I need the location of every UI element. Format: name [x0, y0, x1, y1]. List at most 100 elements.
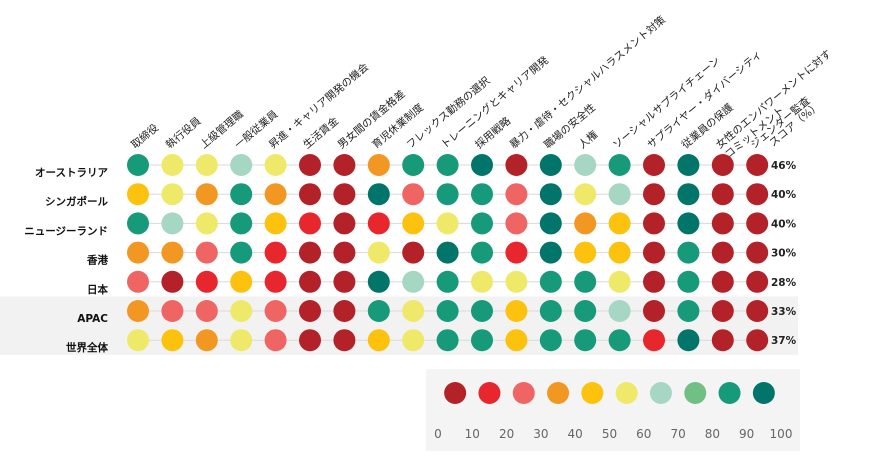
row-label: 香港 [86, 254, 108, 267]
heatmap-dot [711, 183, 734, 206]
row-label: シンガポール [45, 195, 108, 208]
heatmap-dot [711, 212, 734, 235]
heatmap-dot [436, 183, 459, 206]
heatmap-dot [539, 329, 562, 352]
legend-dot [444, 382, 467, 404]
legend-tick-label: 30 [533, 427, 548, 441]
row-label: 日本 [87, 283, 108, 296]
heatmap-dot [264, 270, 287, 293]
legend-tick-label: 60 [636, 427, 651, 441]
heatmap-dot [746, 183, 769, 206]
heatmap-dot [436, 300, 459, 322]
score-label: 28% [771, 277, 797, 289]
heatmap-dot [127, 212, 149, 235]
heatmap-dot [264, 241, 287, 264]
heatmap-dot [299, 300, 321, 322]
legend-tick-label: 100 [770, 427, 793, 441]
heatmap-dot [127, 241, 149, 264]
legend-dot [615, 382, 638, 404]
heatmap-dot [711, 154, 734, 176]
heatmap-dot [402, 183, 425, 206]
legend-tick-label: 20 [499, 427, 514, 441]
heatmap-dot [367, 270, 390, 293]
heatmap-dot [505, 212, 528, 235]
legend-tick-label: 80 [705, 427, 720, 441]
heatmap-dot [161, 212, 184, 235]
heatmap-dot [471, 212, 493, 235]
column-label: 取締役 [129, 121, 162, 152]
score-label: 40% [771, 218, 797, 230]
row-label: オーストラリア [35, 167, 108, 179]
legend-dot [718, 382, 741, 404]
heatmap-dot [333, 241, 356, 264]
heatmap-dot [195, 154, 218, 176]
score-label: 37% [771, 335, 797, 347]
heatmap-dot [574, 300, 597, 322]
heatmap-dot [608, 154, 631, 176]
heatmap-dot [230, 212, 253, 235]
heatmap-dot [677, 183, 700, 206]
heatmap-dot [643, 212, 665, 235]
legend-tick-label: 50 [602, 427, 617, 441]
heatmap-dot [299, 154, 321, 176]
score-label: 46% [771, 160, 797, 172]
heatmap-dot [367, 300, 390, 322]
column-label: 人権 [576, 128, 601, 152]
heatmap-dot [539, 183, 562, 206]
legend-dot [752, 382, 775, 404]
heatmap-dot [539, 154, 562, 176]
heatmap-dot [333, 300, 356, 322]
heatmap-dot [333, 270, 356, 293]
heatmap-dot [471, 154, 493, 176]
legend-dot [547, 382, 570, 404]
heatmap-dot [643, 329, 665, 352]
legend-dots [444, 382, 775, 404]
heatmap-dot [574, 329, 597, 352]
heatmap-dot [436, 241, 459, 264]
heatmap-dot [608, 300, 631, 322]
heatmap-dot [711, 270, 734, 293]
heatmap-dot [677, 300, 700, 322]
heatmap-dot [367, 212, 390, 235]
heatmap-dot [608, 270, 631, 293]
heatmap-dot [436, 270, 459, 293]
heatmap-dot [505, 183, 528, 206]
score-labels: 46% 40% 40% 30% 28% 33% 37% [771, 160, 797, 347]
heatmap-dot [195, 212, 218, 235]
heatmap-dot [161, 154, 184, 176]
heatmap-dot [471, 270, 493, 293]
heatmap-dot [471, 183, 493, 206]
heatmap-dot [746, 154, 769, 176]
score-label: 33% [771, 306, 797, 318]
heatmap-dot [402, 270, 425, 293]
heatmap-dot [402, 300, 425, 322]
heatmap-dot [367, 183, 390, 206]
heatmap-dot [367, 154, 390, 176]
heatmap-dot [195, 300, 218, 322]
heatmap-dot [539, 241, 562, 264]
heatmap-dot [574, 241, 597, 264]
heatmap-dot [746, 212, 769, 235]
heatmap-dot [574, 270, 597, 293]
heatmap-dot [299, 183, 321, 206]
heatmap-dot [333, 183, 356, 206]
heatmap-dot [608, 329, 631, 352]
heatmap-dot [711, 300, 734, 322]
heatmap-dot [677, 270, 700, 293]
legend-dot [512, 382, 535, 404]
heatmap-dot [367, 329, 390, 352]
legend-tick-label: 40 [568, 427, 583, 441]
legend-dot [649, 382, 672, 404]
heatmap-dot [264, 154, 287, 176]
heatmap-dot [127, 270, 149, 293]
heatmap-dot [608, 212, 631, 235]
heatmap-dot [333, 154, 356, 176]
heatmap-dot [402, 154, 425, 176]
heatmap-dot [402, 329, 425, 352]
heatmap-dot [471, 241, 493, 264]
heatmap-dot [195, 241, 218, 264]
legend-tick-label: 70 [670, 427, 685, 441]
heatmap-dot [574, 183, 597, 206]
